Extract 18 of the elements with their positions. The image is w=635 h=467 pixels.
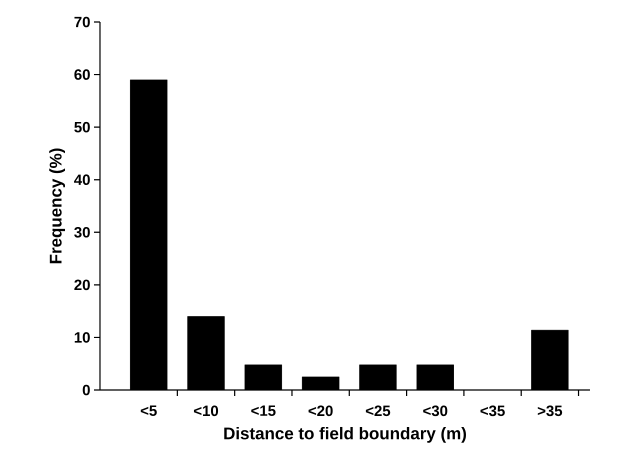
y-tick-label: 0	[82, 384, 90, 396]
x-tick-label: <25	[366, 406, 390, 416]
y-axis-title: Frequency (%)	[49, 148, 66, 264]
y-tick-label: 20	[74, 280, 90, 290]
y-tick-label: 70	[74, 16, 90, 28]
x-tick-label: <15	[251, 406, 276, 416]
x-tick-label: <20	[308, 406, 333, 416]
y-tick-label: 60	[74, 69, 90, 80]
y-tick-label: 50	[74, 122, 90, 132]
x-axis-title: Distance to field boundary (m)	[224, 426, 466, 443]
x-tick-label: <10	[194, 406, 218, 416]
y-tick-label: 30	[74, 226, 90, 238]
x-tick-label: <35	[480, 406, 505, 416]
x-tick-label: <5	[140, 406, 157, 416]
x-tick-label: <30	[423, 406, 448, 416]
y-tick-label: 40	[74, 174, 90, 185]
y-tick-label: 10	[74, 332, 90, 343]
x-tick-label: >35	[538, 406, 562, 416]
